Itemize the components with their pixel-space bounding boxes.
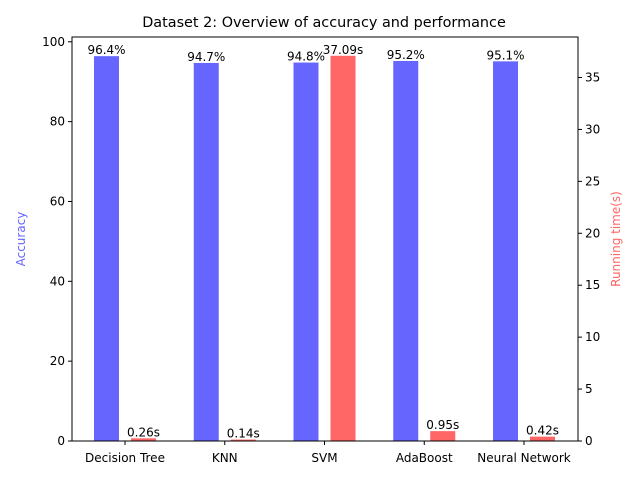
bar-value-label-0-2: 94.8% [287,50,325,64]
y2-tick-label-4: 20 [585,226,600,240]
y-tick-label-4: 80 [50,115,65,129]
y-axis-right: 0 5 10 15 20 25 30 35 [578,71,600,448]
y2-axis-label: Running time(s) [609,191,623,287]
y-axis-label: Accuracy [14,212,28,267]
x-tick-label-1: KNN [212,451,238,465]
y2-tick-label-5: 25 [585,174,600,188]
y2-tick-label-2: 10 [585,330,600,344]
bar-value-label-1-4: 0.42s [526,424,559,438]
bars [94,55,555,442]
bar-value-label-0-0: 96.4% [87,43,125,57]
x-tick-label-0: Decision Tree [85,451,165,465]
y2-tick-label-0: 0 [585,434,593,448]
bar-value-label-1-3: 0.95s [426,418,459,432]
bar-value-label-1-0: 0.26s [127,425,160,439]
bar-value-label-1-1: 0.14s [227,427,260,441]
bar-accuracy-0 [94,56,119,442]
y-tick-label-5: 100 [42,35,65,49]
y2-tick-label-6: 30 [585,122,600,136]
y-tick-label-1: 20 [50,354,65,368]
y2-tick-label-1: 5 [585,382,593,396]
bar-labels: 96.4% 94.7% 94.8% 95.2% 95.1% 0.26s 0.14s 37.09… [87,43,559,441]
x-tick-label-3: AdaBoost [396,451,453,465]
bar-value-label-1-2: 37.09s [323,43,364,57]
y-axis-left: 0 20 40 60 80 100 [42,35,72,448]
bar-running-time-4 [530,436,555,441]
y-tick-label-0: 0 [57,434,65,448]
bar-value-label-0-3: 95.2% [387,48,425,62]
bar-running-time-1 [230,439,256,441]
chart-title: Dataset 2: Overview of accuracy and perf… [142,15,506,31]
y-tick-label-2: 40 [50,274,65,288]
y2-tick-label-7: 35 [585,71,600,85]
bar-value-label-0-4: 95.1% [486,48,524,62]
bar-accuracy-2 [293,62,319,441]
bar-running-time-3 [430,431,456,441]
bar-running-time-2 [330,55,356,441]
y-tick-label-3: 60 [50,194,65,208]
bar-accuracy-1 [193,62,219,442]
bar-accuracy-4 [493,61,518,442]
x-axis: Decision Tree KNN SVM AdaBoost Neural Networ… [85,441,571,465]
x-tick-label-2: SVM [311,451,337,465]
x-tick-label-4: Neural Network [477,451,571,465]
y2-tick-label-3: 15 [585,278,600,292]
bar-running-time-0 [131,438,156,441]
bar-value-label-0-1: 94.7% [187,50,225,64]
bar-accuracy-3 [393,60,419,441]
